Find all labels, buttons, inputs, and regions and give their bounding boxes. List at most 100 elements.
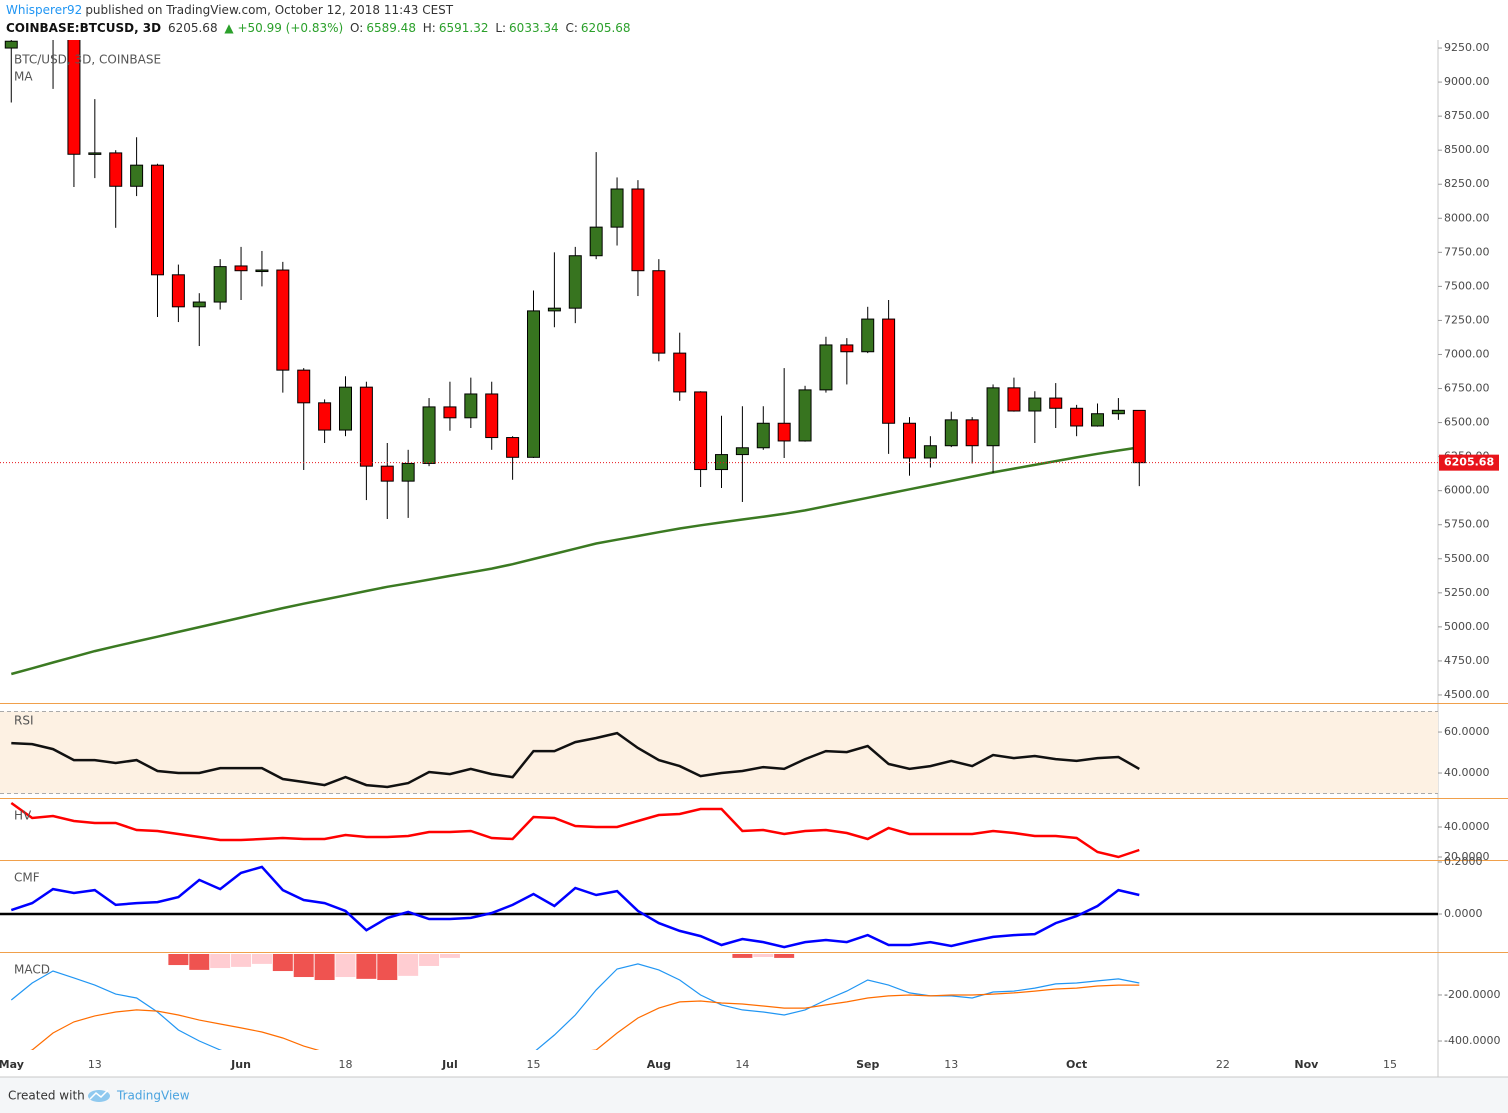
candle-body xyxy=(1049,397,1063,409)
candle-body xyxy=(485,393,499,439)
candle-body xyxy=(735,447,749,456)
y-tick-label: 40.0000 xyxy=(1444,820,1490,833)
y-tick-label: 8500.00 xyxy=(1444,143,1490,156)
x-tick-label: May xyxy=(0,1058,24,1071)
candle-body xyxy=(526,310,540,458)
histogram-bar xyxy=(732,954,753,958)
candle-body xyxy=(234,265,248,272)
candle-body xyxy=(777,422,791,442)
candle-body xyxy=(109,152,123,187)
y-tick-label: 9250.00 xyxy=(1444,41,1490,54)
candle-body xyxy=(903,422,917,459)
candle-body xyxy=(840,344,854,353)
candle-body xyxy=(1007,387,1021,412)
footer-created: Created with xyxy=(8,1089,85,1103)
candle-body xyxy=(1070,407,1084,427)
x-tick-label: Jun xyxy=(230,1058,251,1071)
candle-body xyxy=(568,255,582,309)
open-label: O: xyxy=(350,21,364,35)
candle-body xyxy=(673,352,687,393)
header-quote: COINBASE:BTCUSD, 3D 6205.68 ▲ +50.99 (+0… xyxy=(6,21,634,35)
high-value: 6591.32 xyxy=(438,21,489,35)
histogram-bar xyxy=(377,954,398,981)
y-tick-label: 4750.00 xyxy=(1444,654,1490,667)
tradingview-logo[interactable] xyxy=(88,1089,110,1102)
macd-line xyxy=(30,984,1140,1050)
y-tick-label: 40.0000 xyxy=(1444,766,1490,779)
close-value: 6205.68 xyxy=(580,21,631,35)
histogram-bar xyxy=(774,954,795,958)
candle-body xyxy=(547,307,561,312)
author[interactable]: Whisperer92 xyxy=(6,3,83,17)
moving-average xyxy=(10,446,1140,676)
footer-brand[interactable]: TradingView xyxy=(116,1089,190,1103)
pane xyxy=(10,954,1140,1050)
y-tick-label: 7250.00 xyxy=(1444,313,1490,326)
close-label: C: xyxy=(565,21,578,35)
x-tick-label: 14 xyxy=(735,1058,749,1071)
x-tick-label: Jul xyxy=(441,1058,458,1071)
candle-body xyxy=(944,419,958,447)
x-tick-label: 18 xyxy=(338,1058,352,1071)
y-tick-label: 7000.00 xyxy=(1444,347,1490,360)
candle-body xyxy=(338,386,352,431)
symbol: COINBASE:BTCUSD, 3D xyxy=(6,21,162,35)
logo-line xyxy=(89,1089,109,1100)
ma-label: MA xyxy=(14,70,33,84)
candle-body xyxy=(443,406,457,419)
candle-body xyxy=(694,391,708,471)
candle-body xyxy=(756,422,770,449)
y-tick-label: 8250.00 xyxy=(1444,177,1490,190)
histogram-bar xyxy=(419,954,440,966)
candle-body xyxy=(589,226,603,257)
candle-body xyxy=(965,419,979,447)
y-tick-label: 4500.00 xyxy=(1444,688,1490,701)
y-tick-label: 7750.00 xyxy=(1444,245,1490,258)
x-tick-label: 13 xyxy=(944,1058,958,1071)
candle-body xyxy=(150,164,164,276)
histogram-bar xyxy=(439,954,460,958)
published: published on TradingView.com, October 12… xyxy=(85,3,454,17)
candle-body xyxy=(297,369,311,404)
indicator-line xyxy=(10,865,1140,949)
candle-body xyxy=(88,152,102,155)
candle-body xyxy=(464,393,478,419)
candle-body xyxy=(798,389,812,442)
y-tick-label: 8750.00 xyxy=(1444,109,1490,122)
pane xyxy=(0,711,1438,795)
candle-body xyxy=(882,318,896,424)
pane-title: RSI xyxy=(14,714,34,728)
y-tick-label: 8000.00 xyxy=(1444,211,1490,224)
candle-body xyxy=(130,164,144,187)
candle-body xyxy=(1091,413,1105,427)
pane xyxy=(0,865,1438,949)
candle-body xyxy=(192,301,206,308)
histogram-bar xyxy=(231,954,252,967)
x-tick-label: 22 xyxy=(1216,1058,1230,1071)
level-band xyxy=(0,711,1438,794)
x-tick-label: Oct xyxy=(1066,1058,1087,1071)
candle-body xyxy=(4,40,18,49)
candle-body xyxy=(276,269,290,371)
x-tick-label: Aug xyxy=(647,1058,671,1071)
x-tick-label: Nov xyxy=(1294,1058,1319,1071)
candle-body xyxy=(923,445,937,459)
pane-title: BTC/USD, 3D, COINBASE xyxy=(14,53,161,67)
histogram-bar xyxy=(314,954,335,981)
y-tick-label: 60.0000 xyxy=(1444,725,1490,738)
x-tick-label: 13 xyxy=(88,1058,102,1071)
macd-line xyxy=(10,963,1140,1050)
histogram-bar xyxy=(189,954,210,970)
candle-body xyxy=(380,465,394,482)
candle-body xyxy=(861,318,875,353)
y-tick-label: 6750.00 xyxy=(1444,382,1490,395)
footer-bar xyxy=(0,1077,1508,1113)
change: ▲ +50.99 (+0.83%) xyxy=(224,21,344,35)
candle-body xyxy=(1028,397,1042,412)
last-price-label: 6205.68 xyxy=(1444,456,1494,469)
y-tick-label: 20.0000 xyxy=(1444,850,1490,863)
candle-body xyxy=(506,437,520,458)
y-tick-label: 7500.00 xyxy=(1444,279,1490,292)
histogram-bar xyxy=(272,954,293,972)
